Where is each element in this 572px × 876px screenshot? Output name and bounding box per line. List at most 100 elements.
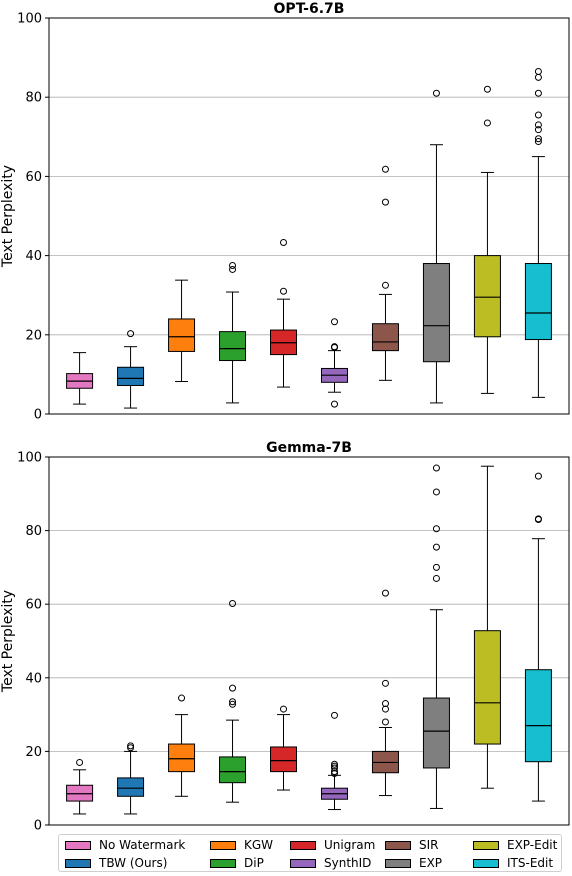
box-tbw-ours-: [117, 330, 145, 409]
box-dip: [219, 262, 247, 404]
outlier-point: [229, 700, 237, 708]
box-synthid: [320, 711, 348, 811]
legend-label: Unigram: [324, 838, 376, 852]
box-its-edit: [524, 472, 552, 802]
iqr-box: [168, 318, 196, 352]
chart-title: OPT-6.7B: [274, 1, 345, 17]
iqr-box: [219, 331, 247, 362]
outlier-point: [381, 281, 389, 289]
legend-label: EXP: [419, 856, 443, 870]
y-tick-label: 60: [25, 170, 42, 185]
outlier-point: [127, 330, 135, 338]
box-unigram: [270, 705, 298, 791]
outlier-point: [432, 525, 440, 533]
legend-swatch: [385, 840, 411, 850]
outlier-point: [280, 287, 288, 295]
legend-label: TBW (Ours): [99, 856, 168, 870]
outlier-point: [381, 589, 389, 597]
outlier-point: [381, 679, 389, 687]
legend-swatch: [385, 858, 411, 868]
box-exp-edit: [473, 85, 501, 394]
iqr-box: [524, 669, 552, 763]
outlier-point: [330, 343, 338, 351]
outlier-point: [330, 400, 338, 408]
outlier-point: [534, 126, 542, 134]
legend-label: DiP: [244, 856, 264, 870]
legend-swatch: [290, 858, 316, 868]
y-axis-label: Text Perplexity: [0, 165, 16, 268]
box-exp: [422, 464, 450, 809]
legend-item: ITS-Edit: [473, 854, 569, 872]
legend-item: SIR: [385, 836, 473, 854]
y-tick-label: 0: [34, 408, 42, 423]
legend-grid: No Watermark TBW (Ours) KGW DiP Unigram Synth…: [59, 835, 561, 872]
legend-label: KGW: [244, 838, 274, 852]
outlier-point: [280, 705, 288, 713]
outlier-point: [76, 758, 84, 766]
box-tbw-ours-: [117, 742, 145, 815]
box-synthid: [320, 318, 348, 408]
y-tick-label: 0: [34, 819, 42, 834]
outlier-point: [432, 574, 440, 582]
outlier-point: [534, 472, 542, 480]
box-exp: [422, 89, 450, 404]
legend-item: SynthID: [290, 854, 385, 872]
iqr-box: [371, 323, 399, 352]
outlier-point: [534, 73, 542, 81]
outlier-point: [229, 262, 237, 269]
outlier-point: [432, 543, 440, 551]
chart-title: Gemma-7B: [266, 440, 352, 456]
legend-swatch: [473, 858, 499, 868]
outlier-point: [178, 694, 186, 702]
outlier-point: [534, 138, 542, 146]
box-no-watermark: [66, 352, 94, 405]
box-sir: [371, 589, 399, 797]
legend-item: TBW (Ours): [65, 854, 210, 872]
legend-swatch: [65, 840, 91, 850]
y-axis-label: Text Perplexity: [0, 590, 16, 693]
box-sir: [371, 165, 399, 381]
outlier-point: [330, 760, 338, 768]
outlier-point: [229, 684, 237, 692]
outlier-point: [534, 121, 542, 129]
legend-label: No Watermark: [99, 838, 186, 852]
legend-swatch: [290, 840, 316, 850]
outlier-point: [330, 764, 338, 772]
iqr-box: [422, 697, 450, 769]
outlier-point: [127, 744, 135, 752]
outlier-point: [483, 85, 491, 93]
iqr-box: [270, 746, 298, 773]
iqr-box: [473, 630, 501, 745]
y-tick-label: 20: [25, 745, 42, 760]
legend-item: KGW: [210, 836, 290, 854]
outlier-point: [381, 700, 389, 708]
outlier-point: [330, 711, 338, 719]
iqr-box: [117, 366, 145, 386]
legend-item: EXP: [385, 854, 473, 872]
outlier-point: [534, 67, 542, 75]
y-tick-label: 40: [25, 249, 42, 264]
chart-panel-2: 0 20 40 60 80 100 Gemma-7B Text Perplexity: [0, 440, 570, 834]
iqr-box: [422, 263, 450, 363]
outlier-point: [229, 599, 237, 607]
legend-swatch: [473, 840, 499, 850]
legend-item: EXP-Edit: [473, 836, 569, 854]
y-tick-label: 40: [25, 671, 42, 686]
legend-label: SynthID: [324, 856, 372, 870]
iqr-box: [219, 756, 247, 784]
iqr-box: [524, 263, 552, 341]
y-tick-label: 80: [25, 524, 42, 539]
outlier-point: [432, 89, 440, 97]
outlier-point: [381, 198, 389, 206]
y-tick-label: 100: [17, 451, 42, 466]
outlier-point: [483, 119, 491, 127]
y-tick-label: 100: [17, 12, 42, 27]
box-exp-edit: [473, 465, 501, 789]
legend-label: ITS-Edit: [507, 856, 554, 870]
outlier-point: [534, 135, 542, 143]
y-tick-label: 60: [25, 598, 42, 613]
box-kgw: [168, 279, 196, 383]
legend-label: SIR: [419, 838, 439, 852]
outlier-point: [229, 698, 237, 706]
